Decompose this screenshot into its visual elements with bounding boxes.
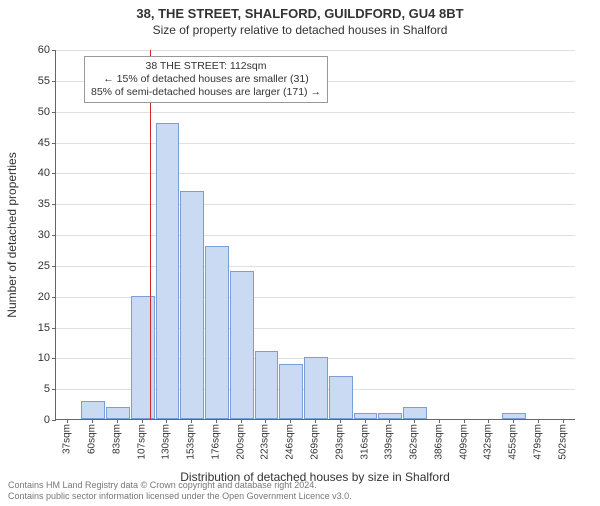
xtick-mark [67,419,68,423]
xtick-mark [142,419,143,423]
gridline [56,112,575,113]
xtick-mark [191,419,192,423]
xtick-label: 60sqm [87,424,98,454]
ytick-label: 25 [25,260,50,272]
ytick-mark [52,204,56,205]
ytick-mark [52,235,56,236]
gridline [56,204,575,205]
xtick-mark [389,419,390,423]
gridline [56,173,575,174]
histogram-bar [230,271,254,419]
chart-title-sub: Size of property relative to detached ho… [0,23,600,37]
ytick-mark [52,358,56,359]
xtick-mark [92,419,93,423]
ytick-label: 40 [25,167,50,179]
xtick-mark [538,419,539,423]
xtick-mark [265,419,266,423]
histogram-bar [329,376,353,419]
annotation-box: 38 THE STREET: 112sqm← 15% of detached h… [84,56,328,103]
ytick-label: 60 [25,44,50,56]
xtick-mark [166,419,167,423]
xtick-mark [439,419,440,423]
xtick-mark [315,419,316,423]
xtick-label: 130sqm [161,424,172,460]
ytick-label: 55 [25,75,50,87]
xtick-mark [488,419,489,423]
ytick-label: 50 [25,106,50,118]
xtick-label: 409sqm [458,424,469,460]
xtick-mark [290,419,291,423]
histogram-bar [403,407,427,419]
ytick-mark [52,50,56,51]
ytick-mark [52,143,56,144]
ytick-mark [52,420,56,421]
xtick-mark [241,419,242,423]
gridline [56,50,575,51]
xtick-label: 176sqm [210,424,221,460]
xtick-mark [117,419,118,423]
ytick-label: 35 [25,198,50,210]
xtick-mark [414,419,415,423]
histogram-bar [304,357,328,419]
histogram-bar [81,401,105,420]
xtick-label: 479sqm [532,424,543,460]
ytick-label: 5 [25,383,50,395]
xtick-mark [563,419,564,423]
ytick-label: 45 [25,137,50,149]
xtick-label: 269sqm [310,424,321,460]
ytick-mark [52,328,56,329]
ytick-label: 30 [25,229,50,241]
footer-line-1: Contains HM Land Registry data © Crown c… [8,480,352,491]
histogram-bar [255,351,279,419]
xtick-label: 502sqm [557,424,568,460]
xtick-label: 386sqm [433,424,444,460]
xtick-label: 455sqm [508,424,519,460]
xtick-label: 362sqm [409,424,420,460]
plot-area: Number of detached properties 38 THE STR… [55,50,575,420]
xtick-label: 293sqm [334,424,345,460]
xtick-mark [464,419,465,423]
xtick-label: 339sqm [384,424,395,460]
xtick-label: 83sqm [111,424,122,454]
annotation-line: 85% of semi-detached houses are larger (… [91,86,321,99]
xtick-mark [340,419,341,423]
y-axis-label: Number of detached properties [5,152,19,317]
histogram-bar [180,191,204,419]
footer-line-2: Contains public sector information licen… [8,491,352,502]
xtick-label: 200sqm [235,424,246,460]
reference-line [150,50,151,419]
ytick-mark [52,389,56,390]
xtick-label: 432sqm [483,424,494,460]
ytick-label: 15 [25,322,50,334]
ytick-mark [52,81,56,82]
histogram-bar [205,246,229,419]
xtick-label: 223sqm [260,424,271,460]
ytick-mark [52,112,56,113]
xtick-mark [216,419,217,423]
xtick-label: 246sqm [285,424,296,460]
ytick-mark [52,173,56,174]
xtick-label: 153sqm [186,424,197,460]
ytick-mark [52,266,56,267]
annotation-line: 38 THE STREET: 112sqm [91,60,321,73]
xtick-mark [365,419,366,423]
ytick-label: 20 [25,291,50,303]
histogram-bar [106,407,130,419]
xtick-mark [513,419,514,423]
footer-attribution: Contains HM Land Registry data © Crown c… [8,480,352,502]
xtick-label: 107sqm [136,424,147,460]
chart-title-main: 38, THE STREET, SHALFORD, GUILDFORD, GU4… [0,6,600,21]
histogram-bar [279,364,303,420]
histogram-bar [156,123,180,419]
xtick-label: 316sqm [359,424,370,460]
ytick-label: 10 [25,352,50,364]
gridline [56,266,575,267]
annotation-line: ← 15% of detached houses are smaller (31… [91,73,321,86]
chart-area: Number of detached properties 38 THE STR… [55,50,575,420]
xtick-label: 37sqm [62,424,73,454]
gridline [56,143,575,144]
ytick-label: 0 [25,414,50,426]
ytick-mark [52,297,56,298]
gridline [56,235,575,236]
